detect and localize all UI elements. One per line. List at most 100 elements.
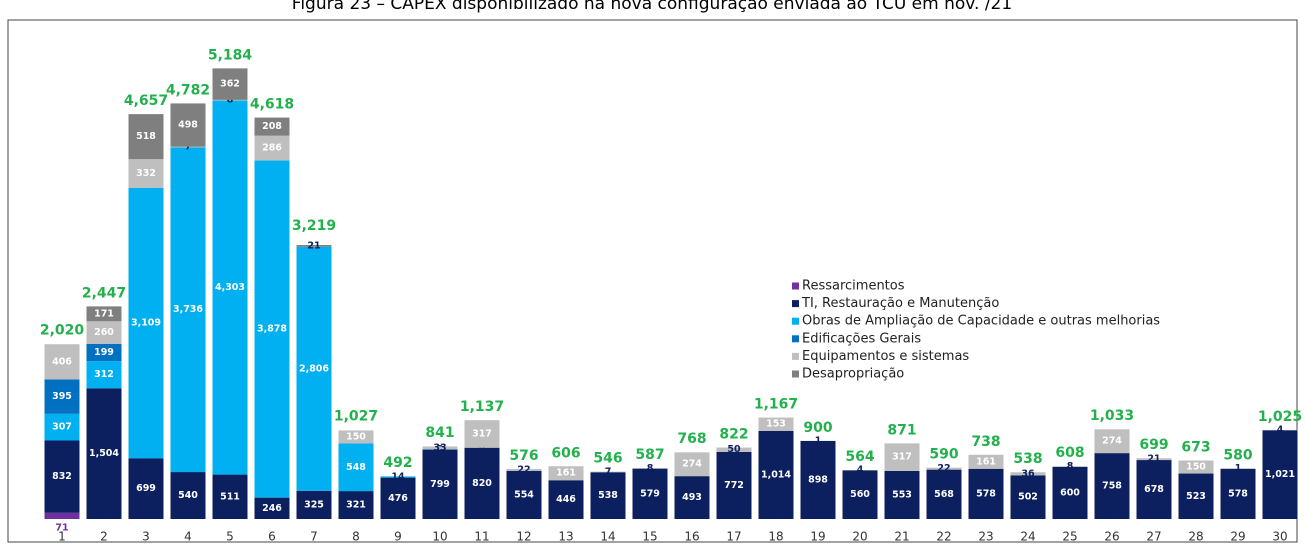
segment-label: 71 [55, 523, 68, 534]
x-tick-label: 25 [1062, 530, 1077, 544]
segment-label: 7 [185, 142, 192, 153]
bar-segment [926, 467, 962, 470]
segment-label: 199 [94, 347, 114, 358]
segment-label: 540 [178, 490, 198, 501]
segment-label: 50 [727, 444, 741, 455]
x-tick-label: 16 [684, 530, 699, 544]
segment-label: 758 [1102, 481, 1122, 492]
x-tick-label: 15 [642, 530, 657, 544]
bar-segment [926, 469, 962, 519]
total-label: 1,167 [754, 397, 798, 413]
total-label: 3,219 [292, 218, 336, 234]
bar-segment [380, 476, 416, 478]
bar-segment [296, 245, 332, 247]
segment-label: 518 [136, 131, 156, 142]
x-tick-label: 6 [268, 530, 276, 544]
segment-label: 3 [437, 444, 444, 455]
total-label: 699 [1139, 437, 1168, 453]
bar-segment [380, 477, 416, 519]
segment-label: 538 [598, 490, 618, 501]
bar-segment [1178, 460, 1214, 474]
bar-segment [254, 160, 290, 498]
segment-label: 476 [388, 493, 408, 504]
bar-segment [842, 470, 878, 519]
segment-label: 150 [1186, 462, 1206, 473]
x-tick-label: 10 [432, 530, 447, 544]
bar-segment [632, 468, 668, 519]
bar-segment [1136, 460, 1172, 519]
total-label: 546 [593, 451, 622, 467]
x-tick-label: 4 [184, 530, 192, 544]
bar-segment [86, 321, 122, 344]
segment-label: 1,504 [89, 448, 119, 459]
segment-label: 699 [136, 483, 156, 494]
segment-label: 553 [892, 489, 912, 500]
segment-label: 1 [1235, 463, 1242, 474]
bar-segment [590, 472, 626, 519]
bar-segment [128, 159, 164, 188]
bar-segment [44, 512, 80, 519]
segment-label: 171 [94, 308, 114, 319]
x-tick-label: 29 [1230, 530, 1245, 544]
segment-label: 568 [934, 489, 954, 500]
x-tick-label: 13 [558, 530, 573, 544]
total-label: 768 [677, 431, 706, 447]
bar-segment [548, 480, 584, 519]
total-label: 606 [551, 445, 580, 461]
segment-label: 161 [556, 468, 576, 479]
bar-segment [338, 491, 374, 519]
x-tick-label: 8 [352, 530, 360, 544]
bar-segment [464, 420, 500, 448]
segment-label: 153 [766, 419, 786, 430]
segment-label: 523 [1186, 491, 1206, 502]
chart-frame [7, 19, 1298, 543]
total-label: 5,184 [208, 47, 253, 63]
segment-label: 511 [220, 491, 240, 502]
bar-segment [86, 361, 122, 389]
legend-swatch [792, 317, 799, 325]
segment-label: 317 [472, 428, 492, 439]
chart-title: Figura 23 – CAPEX disponibilizado na nov… [292, 0, 1012, 14]
total-label: 590 [929, 447, 958, 463]
segment-label: 678 [1144, 484, 1164, 495]
bar-segment [758, 417, 794, 431]
total-label: 492 [383, 455, 412, 471]
segment-label: 498 [178, 120, 198, 131]
segment-label: 33 [433, 442, 446, 453]
total-label: 608 [1055, 445, 1084, 461]
total-label: 1,137 [460, 399, 504, 415]
total-label: 564 [845, 449, 874, 465]
segment-label: 36 [1021, 468, 1035, 479]
segment-label: 274 [1102, 436, 1122, 447]
segment-label: 395 [52, 391, 72, 402]
segment-label: 502 [1018, 492, 1038, 503]
bar-segment [1220, 468, 1256, 519]
segment-label: 362 [220, 79, 240, 90]
legend-swatch [792, 282, 799, 290]
segment-label: 1 [815, 435, 822, 446]
bar-segment [1262, 430, 1298, 519]
segment-label: 548 [346, 462, 366, 473]
bar-segment [548, 466, 584, 481]
bar-segment [338, 430, 374, 444]
bar-segment [674, 452, 710, 477]
x-tick-label: 26 [1104, 530, 1119, 544]
segment-label: 832 [52, 471, 72, 482]
bar-segment [632, 467, 668, 469]
segment-label: 4 [857, 465, 864, 476]
segment-label: 446 [556, 494, 576, 505]
legend-label: Ressarcimentos [802, 279, 905, 294]
bar-segment [464, 447, 500, 519]
x-tick-label: 24 [1020, 530, 1035, 544]
segment-label: 4 [1277, 425, 1284, 436]
segment-label: 208 [262, 121, 282, 132]
bar-segment [170, 103, 206, 147]
bar-segment [296, 246, 332, 491]
segment-label: 820 [472, 478, 492, 489]
legend-swatch [792, 352, 799, 360]
segment-label: 4,303 [215, 282, 245, 293]
x-tick-label: 3 [142, 530, 150, 544]
bar-segment [1178, 473, 1214, 519]
legend-swatch [792, 370, 799, 378]
segment-label: 260 [94, 327, 114, 338]
